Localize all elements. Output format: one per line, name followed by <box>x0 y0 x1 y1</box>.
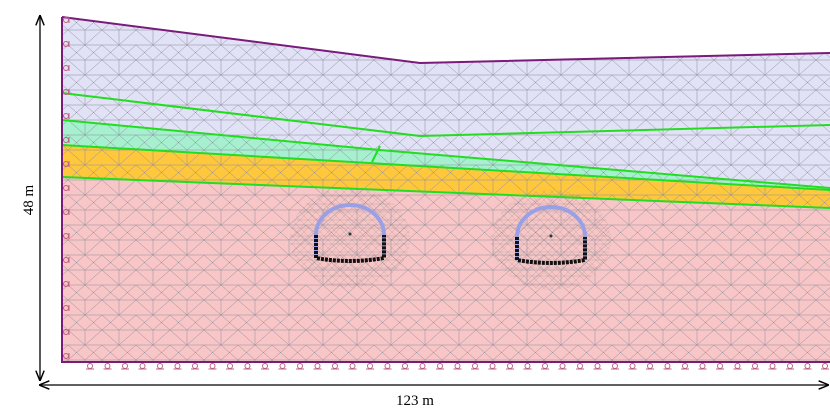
tunnel <box>515 205 587 265</box>
support <box>437 363 443 369</box>
support <box>419 363 426 369</box>
support <box>472 363 478 369</box>
ground-surface <box>61 16 830 65</box>
layer-line <box>61 119 830 189</box>
support <box>227 363 233 369</box>
support <box>174 363 181 369</box>
support <box>454 363 461 369</box>
support <box>752 363 758 369</box>
support <box>682 363 688 369</box>
layer-line <box>371 145 381 163</box>
support <box>122 363 128 369</box>
support <box>402 363 408 369</box>
height-label: 48 m <box>21 184 37 215</box>
support <box>769 363 776 369</box>
support <box>664 363 671 369</box>
support <box>297 363 303 369</box>
support <box>192 363 198 369</box>
support <box>559 363 566 369</box>
mesh-refine <box>491 190 611 290</box>
layer-line <box>61 92 830 138</box>
mesh <box>62 17 830 362</box>
support <box>507 363 513 369</box>
support <box>787 363 793 369</box>
support <box>594 363 601 369</box>
model-boundary <box>61 17 830 363</box>
support <box>262 363 268 369</box>
support <box>139 363 146 369</box>
support <box>367 363 373 369</box>
support <box>87 363 93 369</box>
tunnel <box>314 203 386 263</box>
supports <box>63 17 829 370</box>
mesh-refine <box>290 188 410 288</box>
support <box>629 363 636 369</box>
layer-line <box>61 144 830 191</box>
support <box>804 363 811 369</box>
support <box>332 363 338 369</box>
support <box>209 363 216 369</box>
support <box>314 363 321 369</box>
support <box>822 363 828 369</box>
support <box>577 363 583 369</box>
support <box>717 363 723 369</box>
support <box>384 363 391 369</box>
support <box>647 363 653 369</box>
support <box>524 363 531 369</box>
layer-line <box>61 176 830 209</box>
support <box>612 363 618 369</box>
support <box>104 363 111 369</box>
support <box>279 363 286 369</box>
width-label: 123 m <box>396 393 434 409</box>
support <box>157 363 163 369</box>
support <box>699 363 706 369</box>
support <box>489 363 496 369</box>
support <box>244 363 251 369</box>
support <box>542 363 548 369</box>
support <box>734 363 741 369</box>
support <box>349 363 356 369</box>
